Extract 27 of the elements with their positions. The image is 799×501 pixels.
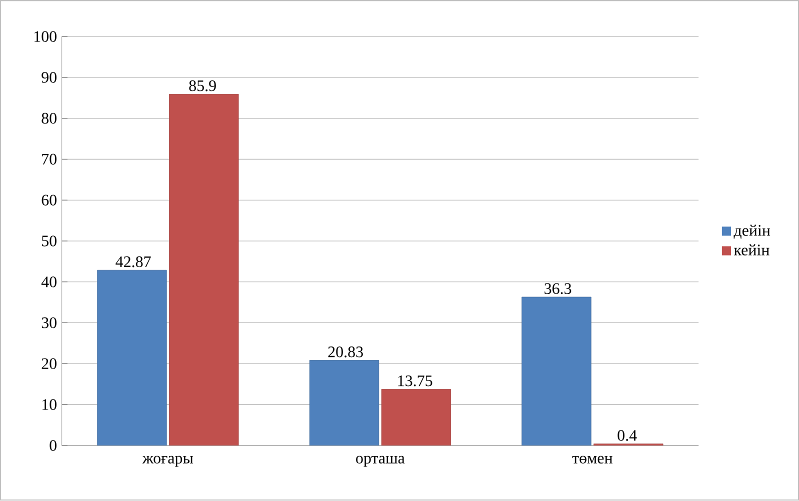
y-tick-label: 90 [42,72,56,83]
data-label: 85.9 [189,80,216,92]
bar [381,389,451,446]
y-tick-label: 70 [42,154,56,165]
y-tick-label: 80 [42,113,56,124]
y-tick-label: 30 [42,318,56,328]
x-tick-label: төмен [572,456,612,464]
bar [309,360,380,446]
legend-label: дейін [734,224,770,239]
legend-label: кейін [734,244,770,256]
data-label: 42.87 [116,256,151,268]
y-tick-label: 10 [42,399,56,410]
y-tick-label: 40 [41,276,56,288]
y-tick-label: 50 [42,236,56,247]
x-tick-label: жоғары [142,456,194,467]
x-tick-label: орташа [356,456,405,467]
y-tick-label: 0 [50,440,56,452]
bar [169,94,239,446]
bar [97,270,167,446]
data-label: 0.4 [618,430,637,442]
data-label: 36.3 [544,283,572,294]
y-tick-label: 100 [34,31,56,42]
data-label: 13.75 [398,376,432,386]
bar [522,296,592,446]
y-tick-label: 20 [42,358,56,370]
data-label: 20.83 [328,346,363,358]
y-tick-label: 60 [42,194,56,206]
